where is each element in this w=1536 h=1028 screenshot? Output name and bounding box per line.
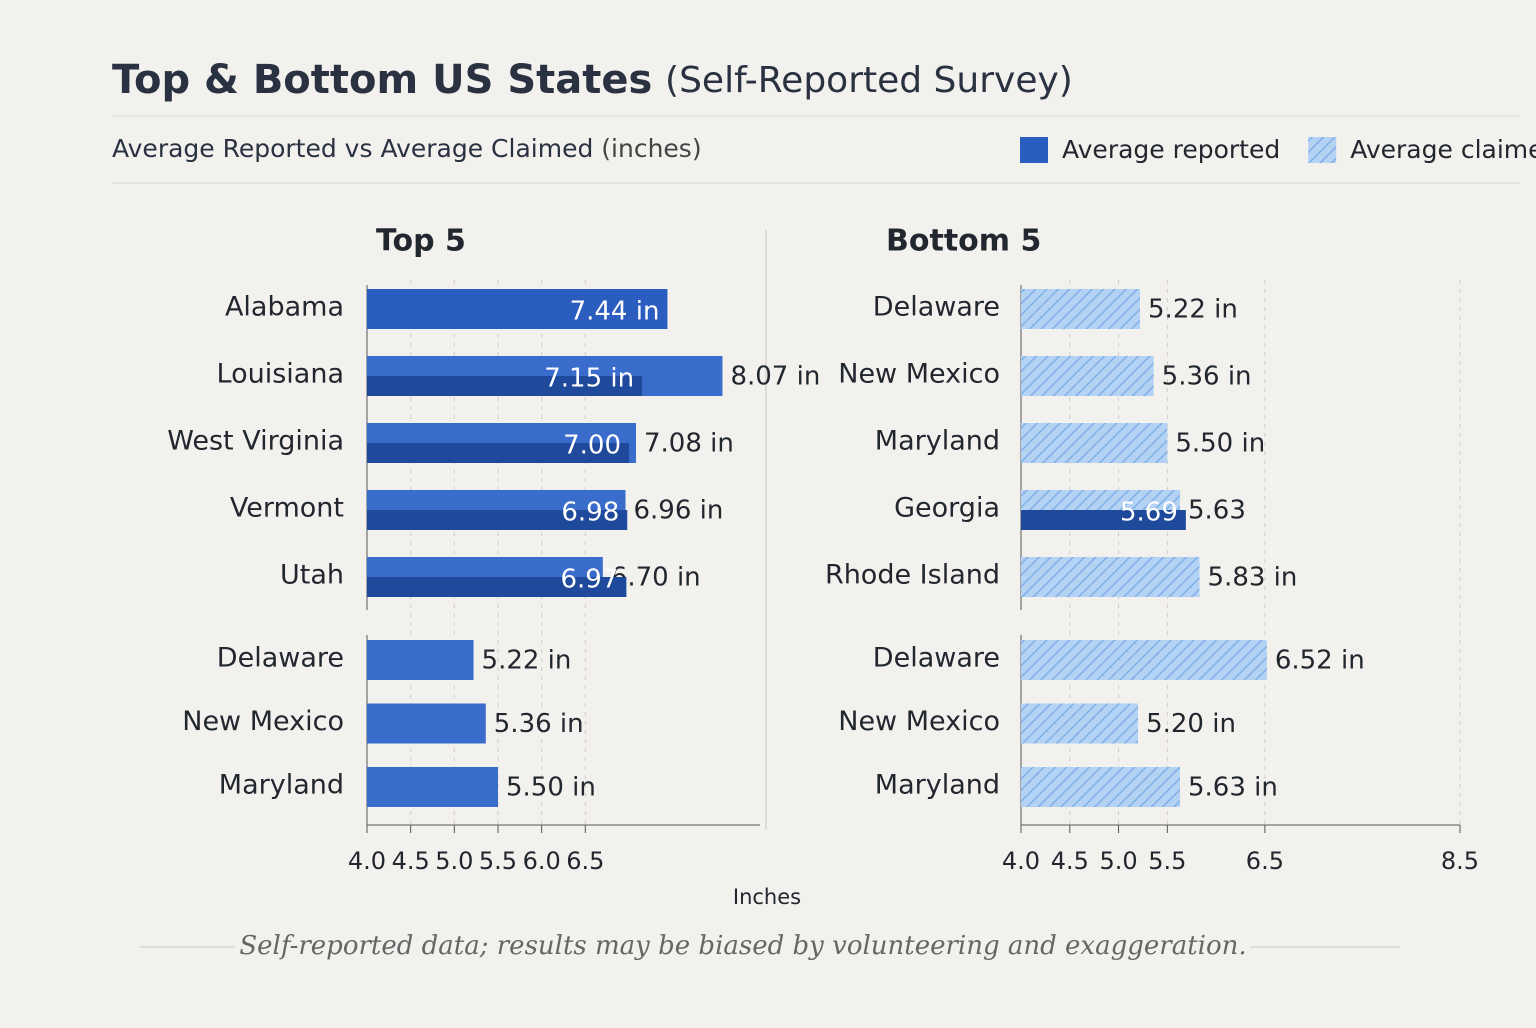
category-label: Rhode Island bbox=[825, 560, 1000, 591]
value-label: 6.98 bbox=[561, 498, 619, 528]
x-tick-label: 5.0 bbox=[435, 847, 473, 875]
x-tick-label: 5.0 bbox=[1099, 847, 1137, 875]
bar-reported bbox=[367, 510, 628, 530]
value-label: 7.08 in bbox=[644, 429, 734, 459]
value-label: 5.22 in bbox=[482, 646, 572, 676]
category-label: Vermont bbox=[230, 493, 344, 524]
chart-title: Top & Bottom US States (Self-Reported Su… bbox=[112, 57, 1073, 103]
bar-claimed bbox=[367, 640, 474, 680]
bar-claimed bbox=[1021, 703, 1139, 744]
x-tick-label: 4.0 bbox=[1002, 847, 1040, 875]
bar-claimed bbox=[1021, 356, 1154, 396]
x-axis-label: Inches bbox=[733, 885, 801, 909]
panel-title: Bottom 5 bbox=[886, 224, 1041, 259]
x-tick-label: 6.5 bbox=[566, 847, 604, 875]
subtitle: Average Reported vs Average Claimed (inc… bbox=[112, 134, 702, 163]
category-label: Delaware bbox=[873, 643, 1000, 674]
x-tick-label: 6.5 bbox=[1246, 847, 1284, 875]
legend-label: Average claimed bbox=[1350, 135, 1536, 164]
legend-swatch bbox=[1020, 137, 1048, 163]
value-label: 6.52 in bbox=[1275, 646, 1365, 676]
category-label: New Mexico bbox=[838, 706, 1000, 737]
bar-claimed bbox=[367, 767, 498, 807]
x-tick-label: 4.5 bbox=[1051, 847, 1089, 875]
category-label: Alabama bbox=[225, 292, 344, 323]
x-tick-label: 8.5 bbox=[1441, 847, 1479, 875]
category-label: West Virginia bbox=[167, 426, 344, 457]
category-label: Delaware bbox=[217, 643, 344, 674]
value-label: 5.83 in bbox=[1208, 563, 1298, 593]
category-label: Maryland bbox=[219, 770, 344, 801]
category-label: Utah bbox=[280, 560, 344, 591]
value-label: 7.15 in bbox=[544, 364, 634, 394]
x-tick-label: 6.0 bbox=[523, 847, 561, 875]
value-label: 5.36 in bbox=[1162, 362, 1252, 392]
category-label: Georgia bbox=[894, 493, 1000, 524]
bar-claimed bbox=[1021, 640, 1267, 680]
bar-claimed bbox=[1021, 767, 1181, 807]
value-label: 8.07 in bbox=[730, 362, 820, 392]
value-label: 6.96 in bbox=[634, 496, 724, 526]
category-label: New Mexico bbox=[182, 706, 344, 737]
bar-claimed bbox=[1021, 557, 1200, 597]
value-label: 6.97 bbox=[560, 565, 618, 595]
x-tick-label: 4.0 bbox=[348, 847, 386, 875]
value-label: 5.50 in bbox=[506, 773, 596, 803]
value-label: 7.00 bbox=[563, 431, 621, 461]
value-label: 7.44 in bbox=[570, 297, 660, 327]
value-label: 5.36 in bbox=[494, 709, 584, 739]
legend-swatch bbox=[1308, 137, 1337, 163]
value-label: 5.50 in bbox=[1175, 429, 1265, 459]
bar-claimed bbox=[367, 703, 486, 744]
x-tick-label: 5.5 bbox=[1148, 847, 1186, 875]
bar-reported bbox=[367, 577, 627, 597]
panel-title: Top 5 bbox=[376, 224, 466, 259]
value-label: 5.20 in bbox=[1146, 709, 1236, 739]
x-tick-label: 4.5 bbox=[392, 847, 430, 875]
category-label: Delaware bbox=[873, 292, 1000, 323]
bar-reported bbox=[367, 443, 629, 463]
category-label: New Mexico bbox=[838, 359, 1000, 390]
bar-claimed bbox=[1021, 423, 1168, 463]
value-label: 5.69 bbox=[1120, 498, 1178, 528]
category-label: Maryland bbox=[875, 770, 1000, 801]
x-tick-label: 5.5 bbox=[479, 847, 517, 875]
value-label: 5.63 bbox=[1188, 496, 1246, 526]
bar-claimed bbox=[1021, 289, 1141, 329]
bar-reported bbox=[367, 376, 643, 396]
category-label: Maryland bbox=[875, 426, 1000, 457]
legend-label: Average reported bbox=[1062, 135, 1280, 164]
value-label: 5.63 in bbox=[1188, 773, 1278, 803]
bar-reported bbox=[1021, 510, 1186, 530]
category-label: Louisiana bbox=[217, 359, 344, 390]
footnote: Self-reported data; results may be biase… bbox=[239, 931, 1246, 961]
bar-reported bbox=[367, 289, 668, 329]
value-label: 5.22 in bbox=[1148, 295, 1238, 325]
